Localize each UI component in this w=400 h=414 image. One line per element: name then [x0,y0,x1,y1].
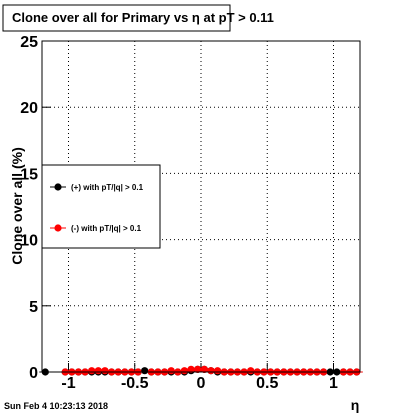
y-tick-label: 5 [29,299,38,316]
data-point [187,365,195,373]
data-point [194,365,202,373]
x-tick-label: -1 [61,375,75,392]
y-tick-label: 25 [20,34,38,51]
timestamp: Sun Feb 4 10:23:13 2018 [4,401,108,411]
legend-label: (+) with pT/|q| > 0.1 [71,183,144,192]
x-tick-label: 0.5 [256,375,278,392]
data-point [247,367,255,375]
y-tick-label: 15 [20,166,38,183]
legend-marker [54,183,62,191]
legend-label: (-) with pT/|q| > 0.1 [71,224,142,233]
y-tick-label: 20 [20,100,38,117]
y-tick-label: 10 [20,233,38,250]
data-point [167,367,175,375]
title-box [2,4,231,32]
x-tick-label: 1 [329,375,338,392]
legend-box [41,164,161,249]
data-point [180,367,189,375]
y-axis-label: Clone over all (%) [9,147,25,264]
legend-marker [54,224,62,232]
data-point [101,367,109,375]
x-tick-label: 0 [197,375,206,392]
data-point [141,367,149,375]
x-tick-label: -0.5 [121,375,149,392]
data-point [213,367,222,375]
legend: (+) with pT/|q| > 0.1 (-) with pT/|q| > 0… [41,164,161,249]
x-axis-label: η [351,397,360,413]
chart-title: Clone over all for Primary vs η at pT > … [12,10,274,25]
y-tick-label: 0 [29,365,38,382]
